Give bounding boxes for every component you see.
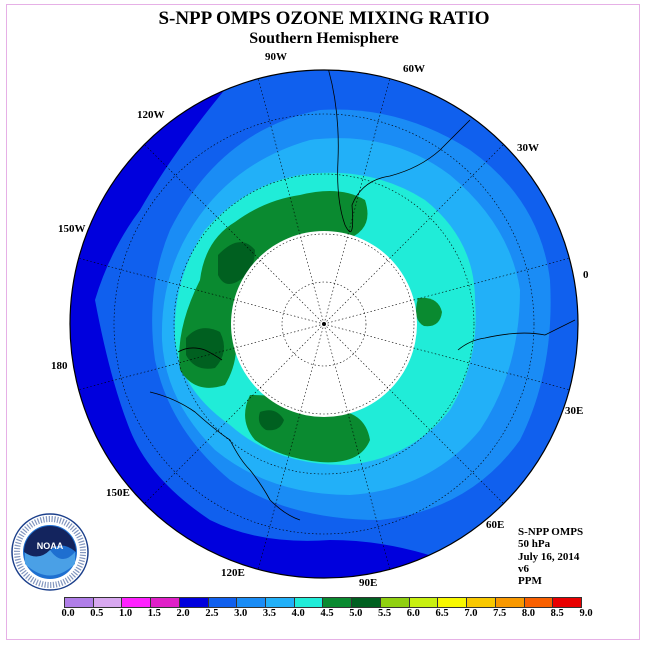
legend-swatch <box>265 598 294 607</box>
legend-tick-label: 5.5 <box>377 608 392 619</box>
meridian-line <box>323 144 504 325</box>
legend-swatch <box>92 598 122 607</box>
lon-label-180: 180 <box>51 360 68 372</box>
figure-frame <box>6 4 640 640</box>
legend-swatch <box>437 598 467 607</box>
info-version: v6 <box>518 562 529 575</box>
legend-tick-label: 4.5 <box>320 608 334 619</box>
lon-label-120e: 120E <box>221 567 245 579</box>
field-band-4.0-4.5-atlantic <box>416 297 442 327</box>
meridian-line <box>144 323 325 504</box>
parallel-circle <box>113 113 535 535</box>
south-pole-marker <box>322 322 326 326</box>
map-boundary <box>69 69 579 579</box>
australia-coast <box>149 391 301 521</box>
ozone-field <box>70 70 578 578</box>
legend-swatch <box>552 598 581 607</box>
legend-tick-label: 1.5 <box>147 608 161 619</box>
meridian-line <box>257 78 325 325</box>
meridian-line <box>323 78 391 325</box>
legend-swatch <box>322 598 352 607</box>
legend-swatch <box>207 598 237 607</box>
logo-noaa-text: NOAA <box>37 541 64 551</box>
legend-tick-label: 6.5 <box>435 608 449 619</box>
lon-label-90e: 90E <box>359 577 378 589</box>
lon-label-30e: 30E <box>565 405 584 417</box>
legend-tick-label: 6.0 <box>406 608 420 619</box>
lon-label-90w: 90W <box>265 51 287 63</box>
legend-tick-label: 7.5 <box>493 608 507 619</box>
parallel-circle <box>233 233 415 415</box>
meridian-line <box>78 323 325 391</box>
new-zealand-coast <box>177 347 223 361</box>
legend-swatch <box>293 598 323 607</box>
south-america-coast <box>327 70 471 232</box>
noaa-logo: NOAA <box>10 512 90 597</box>
legend-tick-label: 4.0 <box>291 608 305 619</box>
legend-tick-label: 3.0 <box>234 608 248 619</box>
lon-label-0: 0 <box>583 269 589 281</box>
meridian-line <box>257 323 325 570</box>
lon-label-150w: 150W <box>58 223 86 235</box>
info-date: July 16, 2014 <box>518 550 580 563</box>
meridian-line <box>323 323 504 504</box>
legend-tick-label: 1.0 <box>118 608 133 619</box>
meridian-line <box>323 323 391 570</box>
color-scale <box>64 597 582 608</box>
africa-coast <box>457 319 576 351</box>
legend-swatch <box>121 598 151 607</box>
parallel-circle <box>281 281 367 367</box>
info-block: S-NPP OMPS 50 hPa July 16, 2014 v6 PPM <box>518 526 583 587</box>
legend-swatch <box>178 598 208 607</box>
legend-tick-label: 8.0 <box>521 608 535 619</box>
legend-tick-label: 2.0 <box>176 608 190 619</box>
field-band-4.5-5.0-c <box>258 410 284 431</box>
meridian-line <box>78 257 325 325</box>
chart-subtitle: Southern Hemisphere <box>249 30 399 47</box>
legend-tick-label: 0.0 <box>61 608 75 619</box>
info-units: PPM <box>518 575 542 588</box>
legend-tick-label: 2.5 <box>205 608 219 619</box>
parallel-circle <box>173 173 475 475</box>
meridian-line <box>323 323 570 391</box>
legend-swatch <box>523 598 553 607</box>
legend-swatch <box>65 598 93 607</box>
field-band-4.5-5.0-a <box>218 242 255 284</box>
legend-swatch <box>379 598 409 607</box>
legend-swatch <box>408 598 438 607</box>
lon-label-120w: 120W <box>137 109 165 121</box>
legend-swatch <box>466 598 495 607</box>
meridian-line <box>144 144 325 325</box>
field-band-4.5-5.0-b <box>186 328 224 369</box>
lon-label-150e: 150E <box>106 487 130 499</box>
legend-tick-label: 3.5 <box>262 608 276 619</box>
info-instrument: S-NPP OMPS <box>518 526 584 538</box>
meridian-line <box>323 257 570 325</box>
info-pressure-level: 50 hPa <box>518 538 551 551</box>
legend-tick-label: 7.0 <box>464 608 478 619</box>
legend-tick-label: 9.0 <box>579 608 593 619</box>
legend-tick-label: 8.5 <box>550 608 564 619</box>
legend-tick-label: 5.0 <box>349 608 363 619</box>
legend-swatch <box>150 598 179 607</box>
lon-label-30w: 30W <box>517 142 539 154</box>
legend-swatch <box>494 598 524 607</box>
chart-title: S-NPP OMPS OZONE MIXING RATIO <box>158 8 490 29</box>
legend-swatch <box>351 598 380 607</box>
graticule <box>78 78 570 570</box>
legend-swatch <box>236 598 266 607</box>
legend-tick-label: 0.5 <box>90 608 104 619</box>
lon-label-60w: 60W <box>403 63 425 75</box>
lon-label-60e: 60E <box>486 519 505 531</box>
